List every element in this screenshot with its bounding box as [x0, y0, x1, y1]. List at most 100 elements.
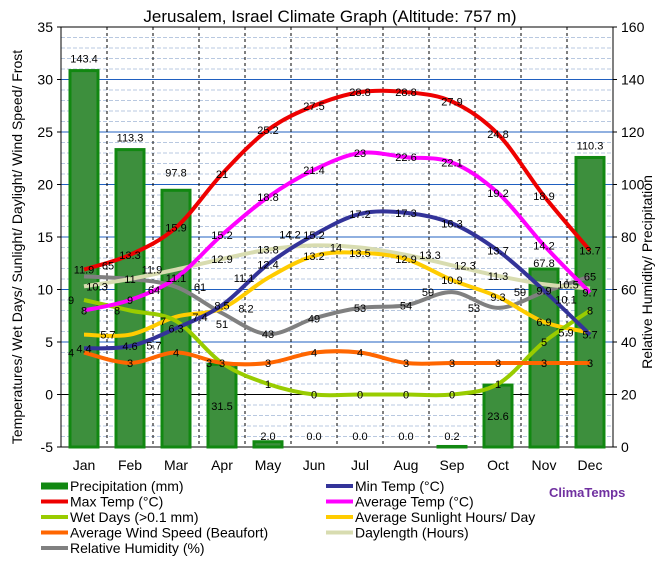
precipitation-label: 2.0 [260, 431, 275, 443]
data-label: 53 [468, 303, 480, 315]
data-label: 13.7 [579, 246, 600, 258]
data-label: 9 [127, 295, 133, 307]
data-label: 22.6 [395, 152, 416, 164]
data-label: 6.9 [536, 317, 551, 329]
precipitation-label: 0.2 [444, 431, 459, 443]
precipitation-label: 67.8 [533, 258, 554, 270]
data-label: 11.3 [488, 271, 509, 283]
x-tick-label: Aug [394, 457, 419, 473]
data-label: 43 [262, 329, 274, 341]
data-label: 5.9 [558, 328, 573, 340]
data-label: 13.3 [119, 250, 140, 262]
precipitation-label: 0.0 [352, 431, 367, 443]
data-label: 4.6 [122, 341, 137, 353]
data-label: 3 [495, 358, 501, 370]
data-label: 3 [449, 358, 455, 370]
series-line [83, 298, 592, 398]
x-tick-label: Apr [211, 457, 233, 473]
precipitation-bar [482, 383, 514, 449]
legend-label: Wet Days (>0.1 mm) [70, 509, 199, 525]
data-label: 0 [449, 390, 455, 402]
data-label: 3 [127, 358, 133, 370]
data-label: 1 [495, 379, 501, 391]
data-label: 11 [124, 274, 135, 286]
y-axis-label-left: Temperatures/ Wet Days/ Sunlight/ Daylig… [9, 50, 25, 444]
legend-label: Average Wind Speed (Beaufort) [70, 525, 268, 541]
data-label: 15.2 [303, 230, 324, 242]
data-label: 4 [173, 348, 179, 360]
legend-label: Daylength (Hours) [355, 525, 469, 541]
data-label: 3 [403, 358, 409, 370]
y-tick-left: 30 [37, 72, 53, 88]
data-label: 8.5 [214, 300, 229, 312]
y-tick-right: 120 [621, 124, 645, 140]
data-label: 19.2 [487, 188, 508, 200]
legend-label: Average Temp (°C) [355, 494, 474, 510]
data-label: 3 [587, 358, 593, 370]
data-label: 25.2 [257, 125, 278, 137]
data-label: 8 [81, 306, 87, 318]
data-label: 12.3 [454, 260, 475, 272]
data-label: 24.8 [487, 129, 508, 141]
data-label: 9.3 [490, 292, 505, 304]
x-tick-label: Oct [487, 457, 509, 473]
data-label: 27.5 [303, 101, 324, 113]
data-label: 64 [148, 285, 160, 297]
series-line [83, 349, 590, 367]
data-label: 17.3 [395, 208, 416, 220]
data-label: 59 [422, 287, 434, 299]
data-label: 0 [357, 390, 363, 402]
y-tick-left: 5 [45, 334, 53, 350]
data-label: 7.4 [192, 312, 207, 324]
data-label: 10.1 [555, 294, 576, 306]
data-label: 28.8 [349, 87, 370, 99]
precipitation-bar [68, 69, 100, 449]
data-label: 4 [357, 348, 363, 360]
data-label: 8.2 [238, 303, 253, 315]
series-line [83, 243, 591, 291]
data-label: 8 [587, 306, 593, 318]
data-label: 5.7 [146, 341, 161, 353]
data-label: 3 [219, 358, 225, 370]
precipitation-label: 113.3 [117, 133, 144, 145]
data-label: 49 [308, 313, 320, 325]
data-label: 12.9 [211, 254, 232, 266]
data-label: 13.2 [303, 251, 324, 263]
data-label: 15.2 [211, 230, 232, 242]
data-label: 7 [160, 316, 166, 328]
series-line [83, 150, 592, 313]
y-tick-right: 20 [621, 387, 637, 403]
legend-label: Precipitation (mm) [70, 478, 184, 494]
y-tick-left: 0 [45, 387, 53, 403]
data-label: 10.3 [86, 281, 107, 293]
x-tick-label: Dec [578, 457, 603, 473]
y-axis-label-right: Relative Humidity/ Precipitation [639, 175, 655, 369]
data-label: 5.7 [582, 330, 597, 342]
data-label: 53 [354, 303, 366, 315]
y-tick-right: 140 [621, 72, 645, 88]
data-label: 21.4 [303, 165, 324, 177]
y-tick-left: 25 [37, 124, 53, 140]
data-label: 13.5 [349, 248, 370, 260]
data-label: 11.1 [234, 273, 255, 285]
data-label: 12.4 [257, 259, 278, 271]
legend-label: Relative Humidity (%) [70, 540, 205, 556]
data-label: 0 [311, 390, 317, 402]
data-label: 10.9 [441, 275, 462, 287]
data-label: 65 [584, 271, 596, 283]
data-label: 18.8 [257, 192, 278, 204]
data-label: 13.3 [419, 250, 440, 262]
data-label: 5 [541, 337, 547, 349]
data-label: 3 [541, 358, 547, 370]
y-tick-right: 0 [621, 439, 629, 455]
data-label: 13.7 [487, 246, 508, 258]
precipitation-label: 31.5 [211, 401, 232, 413]
legend-label: Average Sunlight Hours/ Day [355, 509, 535, 525]
y-tick-right: 80 [621, 229, 637, 245]
data-label: 51 [216, 319, 228, 331]
data-label: 16.3 [441, 218, 462, 230]
data-label: 9 [68, 295, 74, 307]
y-tick-right: 40 [621, 334, 637, 350]
x-tick-label: Jan [73, 457, 96, 473]
